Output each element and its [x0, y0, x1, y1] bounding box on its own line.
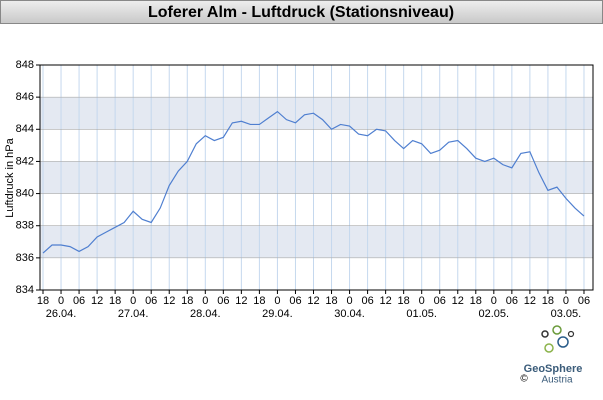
plot-frame — [39, 64, 594, 291]
date-label: 28.04. — [190, 308, 221, 320]
y-tick-label: 840 — [16, 187, 34, 199]
grid-band — [40, 225, 593, 258]
y-tick-label: 846 — [16, 91, 34, 103]
x-tick-label: 06 — [361, 295, 373, 307]
x-tick-label: 18 — [181, 295, 193, 307]
y-tick-label: 848 — [16, 59, 34, 71]
y-tick-label: 838 — [16, 220, 34, 232]
y-tick-label: 836 — [16, 252, 34, 264]
x-tick-label: 12 — [235, 295, 247, 307]
grid-band — [40, 97, 593, 130]
x-tick-label: 0 — [130, 295, 136, 307]
x-tick-label: 0 — [419, 295, 425, 307]
x-tick-label: 18 — [325, 295, 337, 307]
x-tick-label: 12 — [307, 295, 319, 307]
x-tick-label: 06 — [434, 295, 446, 307]
x-tick-label: 18 — [542, 295, 554, 307]
x-tick-label: 06 — [145, 295, 157, 307]
x-tick-label: 0 — [202, 295, 208, 307]
x-tick-label: 18 — [109, 295, 121, 307]
x-tick-label: 06 — [289, 295, 301, 307]
y-tick-label: 842 — [16, 155, 34, 167]
y-tick-label: 834 — [16, 284, 34, 296]
logo-sub: Austria — [541, 375, 573, 386]
date-label: 01.05. — [406, 308, 437, 320]
x-tick-label: 0 — [491, 295, 497, 307]
chart-title: Loferer Alm - Luftdruck (Stationsniveau) — [148, 4, 454, 21]
x-tick-label: 12 — [524, 295, 536, 307]
x-tick-label: 12 — [91, 295, 103, 307]
x-tick-label: 06 — [73, 295, 85, 307]
x-tick-label: 0 — [346, 295, 352, 307]
date-label: 02.05. — [479, 308, 510, 320]
copyright: © — [520, 374, 528, 385]
x-tick-label: 0 — [563, 295, 569, 307]
x-tick-label: 0 — [274, 295, 280, 307]
x-tick-label: 12 — [380, 295, 392, 307]
date-label: 30.04. — [334, 308, 365, 320]
data-line — [42, 110, 585, 254]
x-tick-label: 18 — [398, 295, 410, 307]
x-tick-label: 06 — [506, 295, 518, 307]
logo — [541, 325, 575, 353]
x-tick-label: 06 — [217, 295, 229, 307]
grid-band — [40, 161, 593, 194]
x-tick-label: 12 — [163, 295, 175, 307]
x-tick-label: 12 — [452, 295, 464, 307]
date-label: 26.04. — [46, 308, 77, 320]
date-label: 29.04. — [262, 308, 293, 320]
logo-name: GeoSphere — [524, 363, 583, 375]
date-label: 03.05. — [551, 308, 582, 320]
x-tick-label: 18 — [470, 295, 482, 307]
date-label: 27.04. — [118, 308, 149, 320]
x-tick-label: 18 — [253, 295, 265, 307]
y-tick-label: 844 — [16, 123, 34, 135]
x-tick-label: 06 — [578, 295, 590, 307]
x-tick-label: 18 — [37, 295, 49, 307]
y-axis-label: Luftdruck in hPa — [4, 137, 16, 217]
x-tick-label: 0 — [58, 295, 64, 307]
